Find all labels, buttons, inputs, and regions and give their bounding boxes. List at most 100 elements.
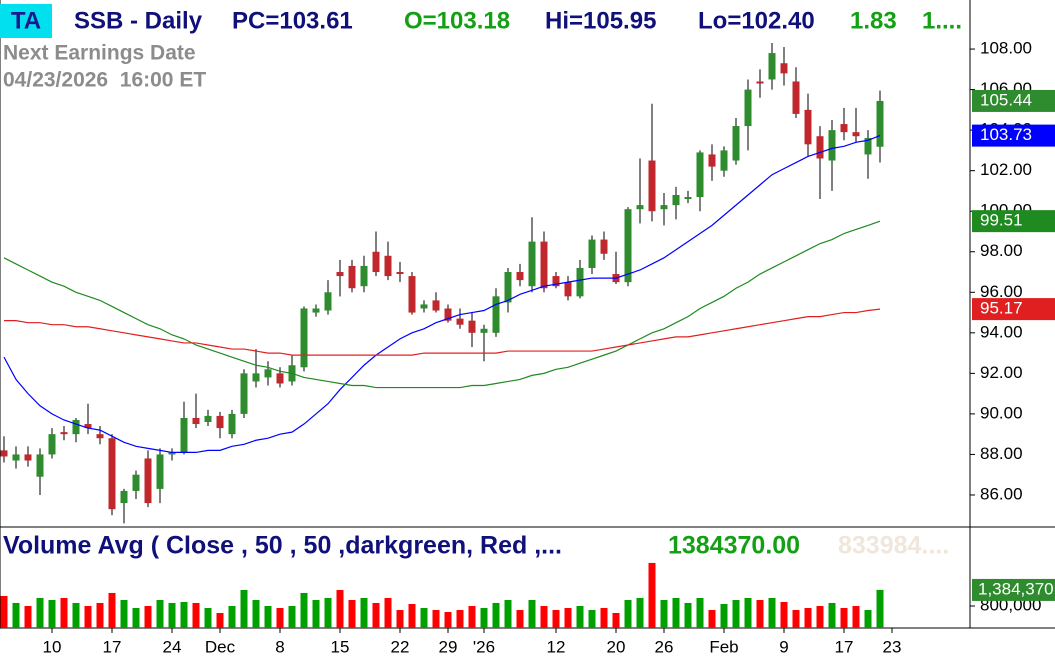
candle-body xyxy=(840,124,848,133)
volume-bar xyxy=(372,602,380,628)
candle-body xyxy=(660,205,668,210)
volume-avg: 833984.... xyxy=(838,532,949,560)
candle-body xyxy=(564,282,572,297)
candle-body xyxy=(36,454,44,477)
candle-body xyxy=(324,292,332,311)
volume-bar xyxy=(612,612,620,628)
volume-bar xyxy=(264,605,272,628)
candle-body xyxy=(768,53,776,80)
volume-bar xyxy=(624,599,632,628)
volume-bar xyxy=(24,605,32,628)
candle-body xyxy=(360,265,368,287)
candle-body xyxy=(468,320,476,333)
candle-body xyxy=(252,373,260,382)
volume-bar xyxy=(180,601,188,628)
volume-bar xyxy=(468,605,476,628)
moving-average-line xyxy=(3,135,881,454)
volume-bar xyxy=(492,602,500,628)
candle-body xyxy=(600,239,608,254)
candle-body xyxy=(732,126,740,161)
volume-bar xyxy=(60,597,68,628)
moving-average-line xyxy=(4,308,881,356)
volume-bar xyxy=(48,599,56,628)
volume-tag xyxy=(972,578,1055,601)
candle-body xyxy=(744,89,752,127)
volume-bar xyxy=(684,602,692,628)
volume-bar xyxy=(456,609,464,628)
volume-bar xyxy=(396,609,404,628)
volume-bar xyxy=(228,605,236,628)
volume-bar xyxy=(192,602,200,628)
candle-body xyxy=(552,276,560,287)
volume-bar xyxy=(324,597,332,628)
volume-bar xyxy=(288,605,296,628)
low-value: Lo=102.40 xyxy=(698,7,815,34)
volume-bar xyxy=(840,607,848,628)
badge-text: TA xyxy=(11,7,41,34)
x-tick-label: 23 xyxy=(883,637,902,656)
volume-bar xyxy=(780,601,788,628)
value-tag xyxy=(972,89,1055,112)
volume-bar xyxy=(552,609,560,628)
y-tick-label: 102.00 xyxy=(980,160,1032,179)
candle-body xyxy=(276,373,284,384)
plot-area xyxy=(0,42,884,628)
candle-body xyxy=(408,276,416,313)
y-tick-label: 108.00 xyxy=(980,39,1032,58)
x-tick-label: 9 xyxy=(779,637,788,656)
volume-bar xyxy=(240,589,248,628)
candle-body xyxy=(792,81,800,114)
volume-bar xyxy=(132,607,140,628)
value-tag xyxy=(972,298,1055,321)
volume-bar xyxy=(864,609,872,628)
volume-value: 1384370.00 xyxy=(668,532,800,560)
y-tick-label: 86.00 xyxy=(980,484,1023,503)
candle-body xyxy=(720,150,728,171)
candle-body xyxy=(336,272,344,277)
volume-legend: Volume Avg ( Close , 50 , 50 ,darkgreen,… xyxy=(3,532,562,560)
open-value: O=103.18 xyxy=(404,7,510,34)
volume-bar xyxy=(672,597,680,628)
candle-body xyxy=(648,160,656,212)
x-tick-label: 20 xyxy=(607,637,626,656)
volume-bar xyxy=(120,599,128,628)
candle-body xyxy=(504,272,512,303)
candle-body xyxy=(780,63,788,74)
volume-bar xyxy=(756,599,764,628)
candle-body xyxy=(540,241,548,289)
volume-bar xyxy=(744,597,752,628)
x-tick-label: 12 xyxy=(547,637,566,656)
badge xyxy=(0,4,52,38)
candle-body xyxy=(372,251,380,273)
x-tick-label: 26 xyxy=(655,637,674,656)
value-tag-label: 103.73 xyxy=(980,125,1032,144)
candle-body xyxy=(852,132,860,137)
volume-bar xyxy=(300,592,308,628)
volume-bar xyxy=(720,603,728,628)
volume-bar xyxy=(516,609,524,628)
volume-bar xyxy=(792,609,800,628)
candle-body xyxy=(708,154,716,167)
volume-bar xyxy=(144,605,152,628)
candle-body xyxy=(876,100,884,147)
volume-bar xyxy=(444,611,452,628)
volume-bar xyxy=(96,602,104,628)
y-tick-label: 94.00 xyxy=(980,322,1023,341)
volume-bar xyxy=(252,599,260,628)
volume-bar xyxy=(708,609,716,628)
candle-body xyxy=(804,109,812,145)
candle-body xyxy=(312,308,320,313)
candle-body xyxy=(216,415,224,429)
value-tag-label: 105.44 xyxy=(980,90,1032,109)
candle-body xyxy=(480,328,488,333)
value-tag-label: 95.17 xyxy=(980,299,1023,318)
volume-bar xyxy=(804,607,812,628)
volume-bar xyxy=(336,589,344,628)
candle-body xyxy=(396,272,404,275)
x-tick-label: Dec xyxy=(205,637,236,656)
candle-body xyxy=(828,130,836,161)
high-value: Hi=105.95 xyxy=(545,7,656,34)
candle-body xyxy=(132,474,140,491)
volume-bar xyxy=(504,599,512,628)
y-tick-label: 90.00 xyxy=(980,403,1023,422)
